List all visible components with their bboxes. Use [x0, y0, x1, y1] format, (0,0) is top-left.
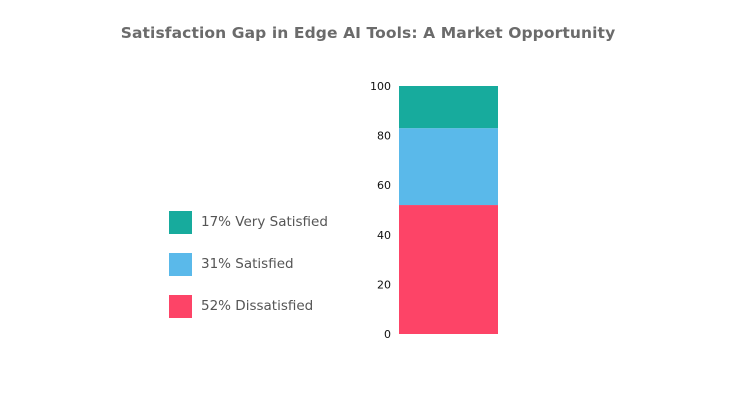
bar-stack: [399, 86, 498, 334]
y-tick-label: 100: [370, 80, 391, 93]
bar-segment-very-satisfied[interactable]: [399, 86, 498, 129]
bar-segment-dissatisfied[interactable]: [399, 205, 498, 334]
legend-item-dissatisfied[interactable]: 52% Dissatisfied: [169, 294, 328, 318]
y-tick-label: 60: [377, 179, 391, 192]
y-tick-label: 80: [377, 130, 391, 143]
bar-segment-satisfied[interactable]: [399, 128, 498, 206]
legend-swatch-satisfied: [169, 252, 192, 276]
y-axis: 0 20 40 60 80 100: [370, 80, 391, 341]
legend-label-satisfied: 31% Satisfied: [201, 256, 294, 272]
legend-item-very-satisfied[interactable]: 17% Very Satisfied: [169, 210, 328, 234]
legend-swatch-very-satisfied: [169, 210, 192, 234]
chart-legend: 17% Very Satisfied 31% Satisfied 52% Dis…: [169, 210, 328, 336]
y-tick-label: 40: [377, 229, 391, 242]
legend-label-dissatisfied: 52% Dissatisfied: [201, 298, 314, 314]
legend-swatch-dissatisfied: [169, 294, 192, 318]
y-tick-label: 0: [384, 328, 391, 341]
legend-item-satisfied[interactable]: 31% Satisfied: [169, 252, 328, 276]
y-tick-label: 20: [377, 278, 391, 291]
chart-title: Satisfaction Gap in Edge AI Tools: A Mar…: [120, 24, 616, 42]
legend-label-very-satisfied: 17% Very Satisfied: [201, 214, 328, 230]
